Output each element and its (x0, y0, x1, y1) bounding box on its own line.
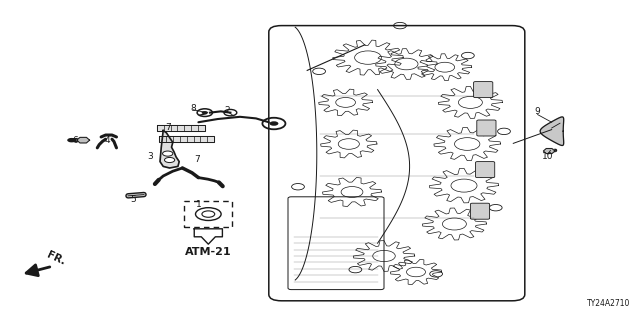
Text: 9: 9 (535, 108, 540, 116)
FancyBboxPatch shape (477, 120, 496, 136)
FancyBboxPatch shape (474, 82, 493, 98)
Polygon shape (160, 131, 179, 168)
Text: 3: 3 (148, 152, 153, 161)
Text: 8: 8 (191, 104, 196, 113)
Bar (184, 201, 232, 227)
Text: 5: 5 (131, 196, 136, 204)
Text: TY24A2710: TY24A2710 (587, 299, 630, 308)
Polygon shape (157, 125, 205, 131)
Text: 6: 6 (73, 136, 78, 145)
Polygon shape (77, 137, 90, 143)
Text: 1: 1 (196, 200, 201, 209)
Circle shape (67, 138, 76, 142)
Text: 10: 10 (542, 152, 554, 161)
Text: 7: 7 (195, 155, 200, 164)
Polygon shape (543, 148, 555, 154)
Text: ATM-21: ATM-21 (185, 247, 232, 257)
Text: 4: 4 (105, 136, 110, 145)
Polygon shape (194, 229, 223, 244)
FancyBboxPatch shape (476, 162, 495, 178)
Circle shape (202, 111, 208, 114)
Circle shape (269, 121, 278, 126)
Text: 7: 7 (165, 123, 170, 132)
FancyBboxPatch shape (470, 203, 490, 219)
Text: FR.: FR. (45, 250, 67, 267)
Polygon shape (540, 117, 564, 146)
Text: 2: 2 (225, 106, 230, 115)
Circle shape (163, 151, 173, 156)
Polygon shape (159, 136, 214, 142)
Circle shape (164, 157, 175, 163)
